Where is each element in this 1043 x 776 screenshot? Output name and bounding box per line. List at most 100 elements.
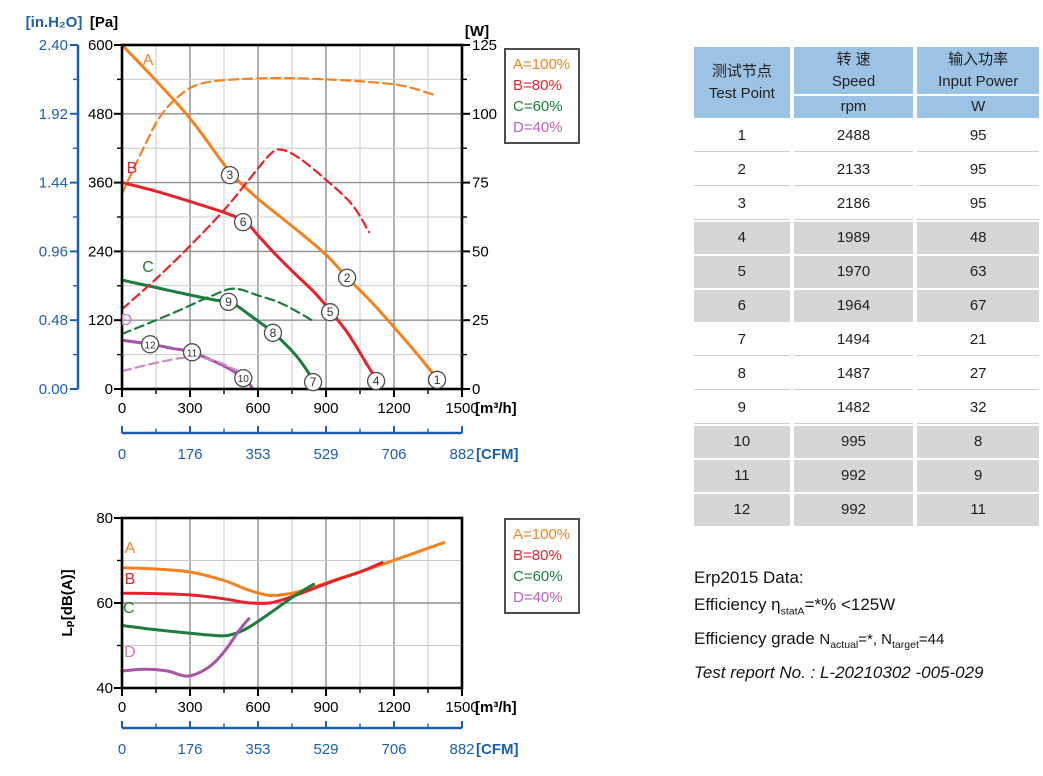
svg-text:8: 8 (270, 326, 277, 340)
cell-point: 9 (694, 392, 790, 424)
table-row: 10 995 8 (694, 426, 1039, 458)
test-point-marker-6 (233, 213, 253, 232)
svg-text:B: B (127, 160, 138, 177)
cell-speed: 1970 (793, 256, 914, 288)
header-test-point-en: Test Point (708, 84, 775, 102)
svg-text:360: 360 (88, 175, 113, 192)
svg-text:0: 0 (472, 381, 480, 398)
svg-text:75: 75 (472, 175, 489, 192)
svg-text:C: C (142, 259, 154, 276)
cell-power: 95 (917, 154, 1039, 186)
header-input-power-cn: 输入功率 (948, 50, 1009, 68)
pressure-power-chart: 0 300 600 900 1200 1500[m³/h]0120240360480600… (26, 14, 519, 463)
cell-point: 4 (694, 222, 790, 254)
cell-speed: 992 (793, 494, 914, 526)
erp-report-line: Test report No. : L-20210302 -005-029 (694, 663, 984, 683)
svg-text:5: 5 (327, 305, 334, 319)
header-input-power-en: Input Power (938, 72, 1019, 90)
svg-text:300: 300 (177, 699, 202, 716)
cell-point: 12 (694, 494, 790, 526)
svg-text:0: 0 (118, 741, 126, 758)
svg-text:3: 3 (227, 168, 234, 182)
svg-text:0: 0 (118, 699, 126, 716)
test-point-marker-5 (320, 303, 340, 322)
svg-text:9: 9 (225, 295, 232, 309)
cell-speed: 992 (793, 460, 914, 492)
test-point-marker-3 (220, 165, 240, 185)
svg-text:0: 0 (118, 400, 126, 417)
svg-text:2: 2 (344, 271, 351, 285)
svg-text:0.00: 0.00 (39, 381, 68, 398)
header-speed: 转 速 Speed (793, 47, 914, 94)
header-speed-unit: rpm (793, 96, 914, 118)
svg-text:706: 706 (381, 741, 406, 758)
svg-text:0.48: 0.48 (39, 312, 68, 329)
series-C-pressure (120, 278, 317, 385)
svg-text:60: 60 (96, 595, 113, 612)
table-row: 12 992 11 (694, 494, 1039, 526)
noise-chart-legend: A=100% B=80% C=60% D=40% (504, 518, 581, 614)
svg-text:4: 4 (373, 374, 380, 388)
svg-text:1.44: 1.44 (39, 175, 68, 192)
test-point-marker-12 (140, 335, 160, 354)
svg-text:100: 100 (472, 106, 497, 123)
svg-text:353: 353 (245, 741, 270, 758)
header-speed-cn: 转 速 (836, 50, 871, 68)
noise-chart: 0 300 600 900 1200 1500[m³/h] 40 60 80 Lₚ[dB(A)] 0… (59, 510, 518, 758)
series-B-noise (120, 561, 384, 605)
cell-power: 21 (917, 324, 1039, 356)
svg-text:11: 11 (187, 348, 198, 359)
legend-item-b: B=80% (513, 547, 562, 564)
legend-item-b: B=80% (513, 77, 562, 94)
cell-point: 7 (694, 324, 790, 356)
series-C-noise (120, 582, 315, 638)
svg-text:1: 1 (434, 373, 441, 387)
cell-speed: 2488 (793, 120, 914, 152)
pressure-power-chart-grid (122, 45, 462, 389)
erp-title: Erp2015 Data: (694, 568, 804, 587)
test-point-marker-4 (366, 371, 386, 391)
cell-power: 67 (917, 290, 1039, 322)
header-speed-en: Speed (831, 72, 876, 90)
legend-item-d: D=40% (513, 589, 563, 606)
svg-text:0: 0 (118, 446, 126, 463)
svg-text:706: 706 (381, 446, 406, 463)
legend-item-c: C=60% (513, 568, 563, 585)
table-row: 5 1970 63 (694, 256, 1039, 288)
svg-text:50: 50 (472, 243, 489, 260)
series-B-power (120, 148, 371, 311)
pressure-chart-legend: A=100% B=80% C=60% D=40% (504, 48, 581, 144)
svg-text:125: 125 (472, 37, 497, 54)
svg-text:6: 6 (240, 215, 247, 229)
legend-item-a: A=100% (513, 56, 571, 73)
cell-power: 95 (917, 188, 1039, 220)
erp-efficiency-line: Efficiency ηstatA=*% <125W (694, 595, 896, 618)
noise-chart-grid (122, 518, 462, 688)
performance-charts: 0 300 600 900 1200 1500[m³/h]0120240360480600… (26, 14, 519, 758)
cell-power: 27 (917, 358, 1039, 390)
cell-power: 95 (917, 120, 1039, 152)
svg-text:600: 600 (245, 699, 270, 716)
test-point-marker-11 (182, 343, 202, 362)
table-row: 6 1964 67 (694, 290, 1039, 322)
test-point-marker-9 (219, 292, 238, 312)
cell-speed: 1964 (793, 290, 914, 322)
table-row: 7 1494 21 (694, 324, 1039, 356)
svg-text:529: 529 (313, 446, 338, 463)
svg-text:120: 120 (88, 312, 113, 329)
svg-text:[in.H₂O]: [in.H₂O] (26, 14, 83, 31)
cell-power: 63 (917, 256, 1039, 288)
svg-text:[CFM]: [CFM] (476, 446, 518, 463)
table-row: 8 1487 27 (694, 358, 1039, 390)
series-A-power (120, 76, 439, 195)
svg-text:600: 600 (88, 37, 113, 54)
cell-point: 3 (694, 188, 790, 220)
header-power-unit: W (917, 96, 1039, 118)
svg-text:176: 176 (177, 741, 202, 758)
cell-point: 11 (694, 460, 790, 492)
series-C-power (120, 287, 313, 336)
legend-item-d: D=40% (513, 119, 563, 136)
svg-text:529: 529 (313, 741, 338, 758)
